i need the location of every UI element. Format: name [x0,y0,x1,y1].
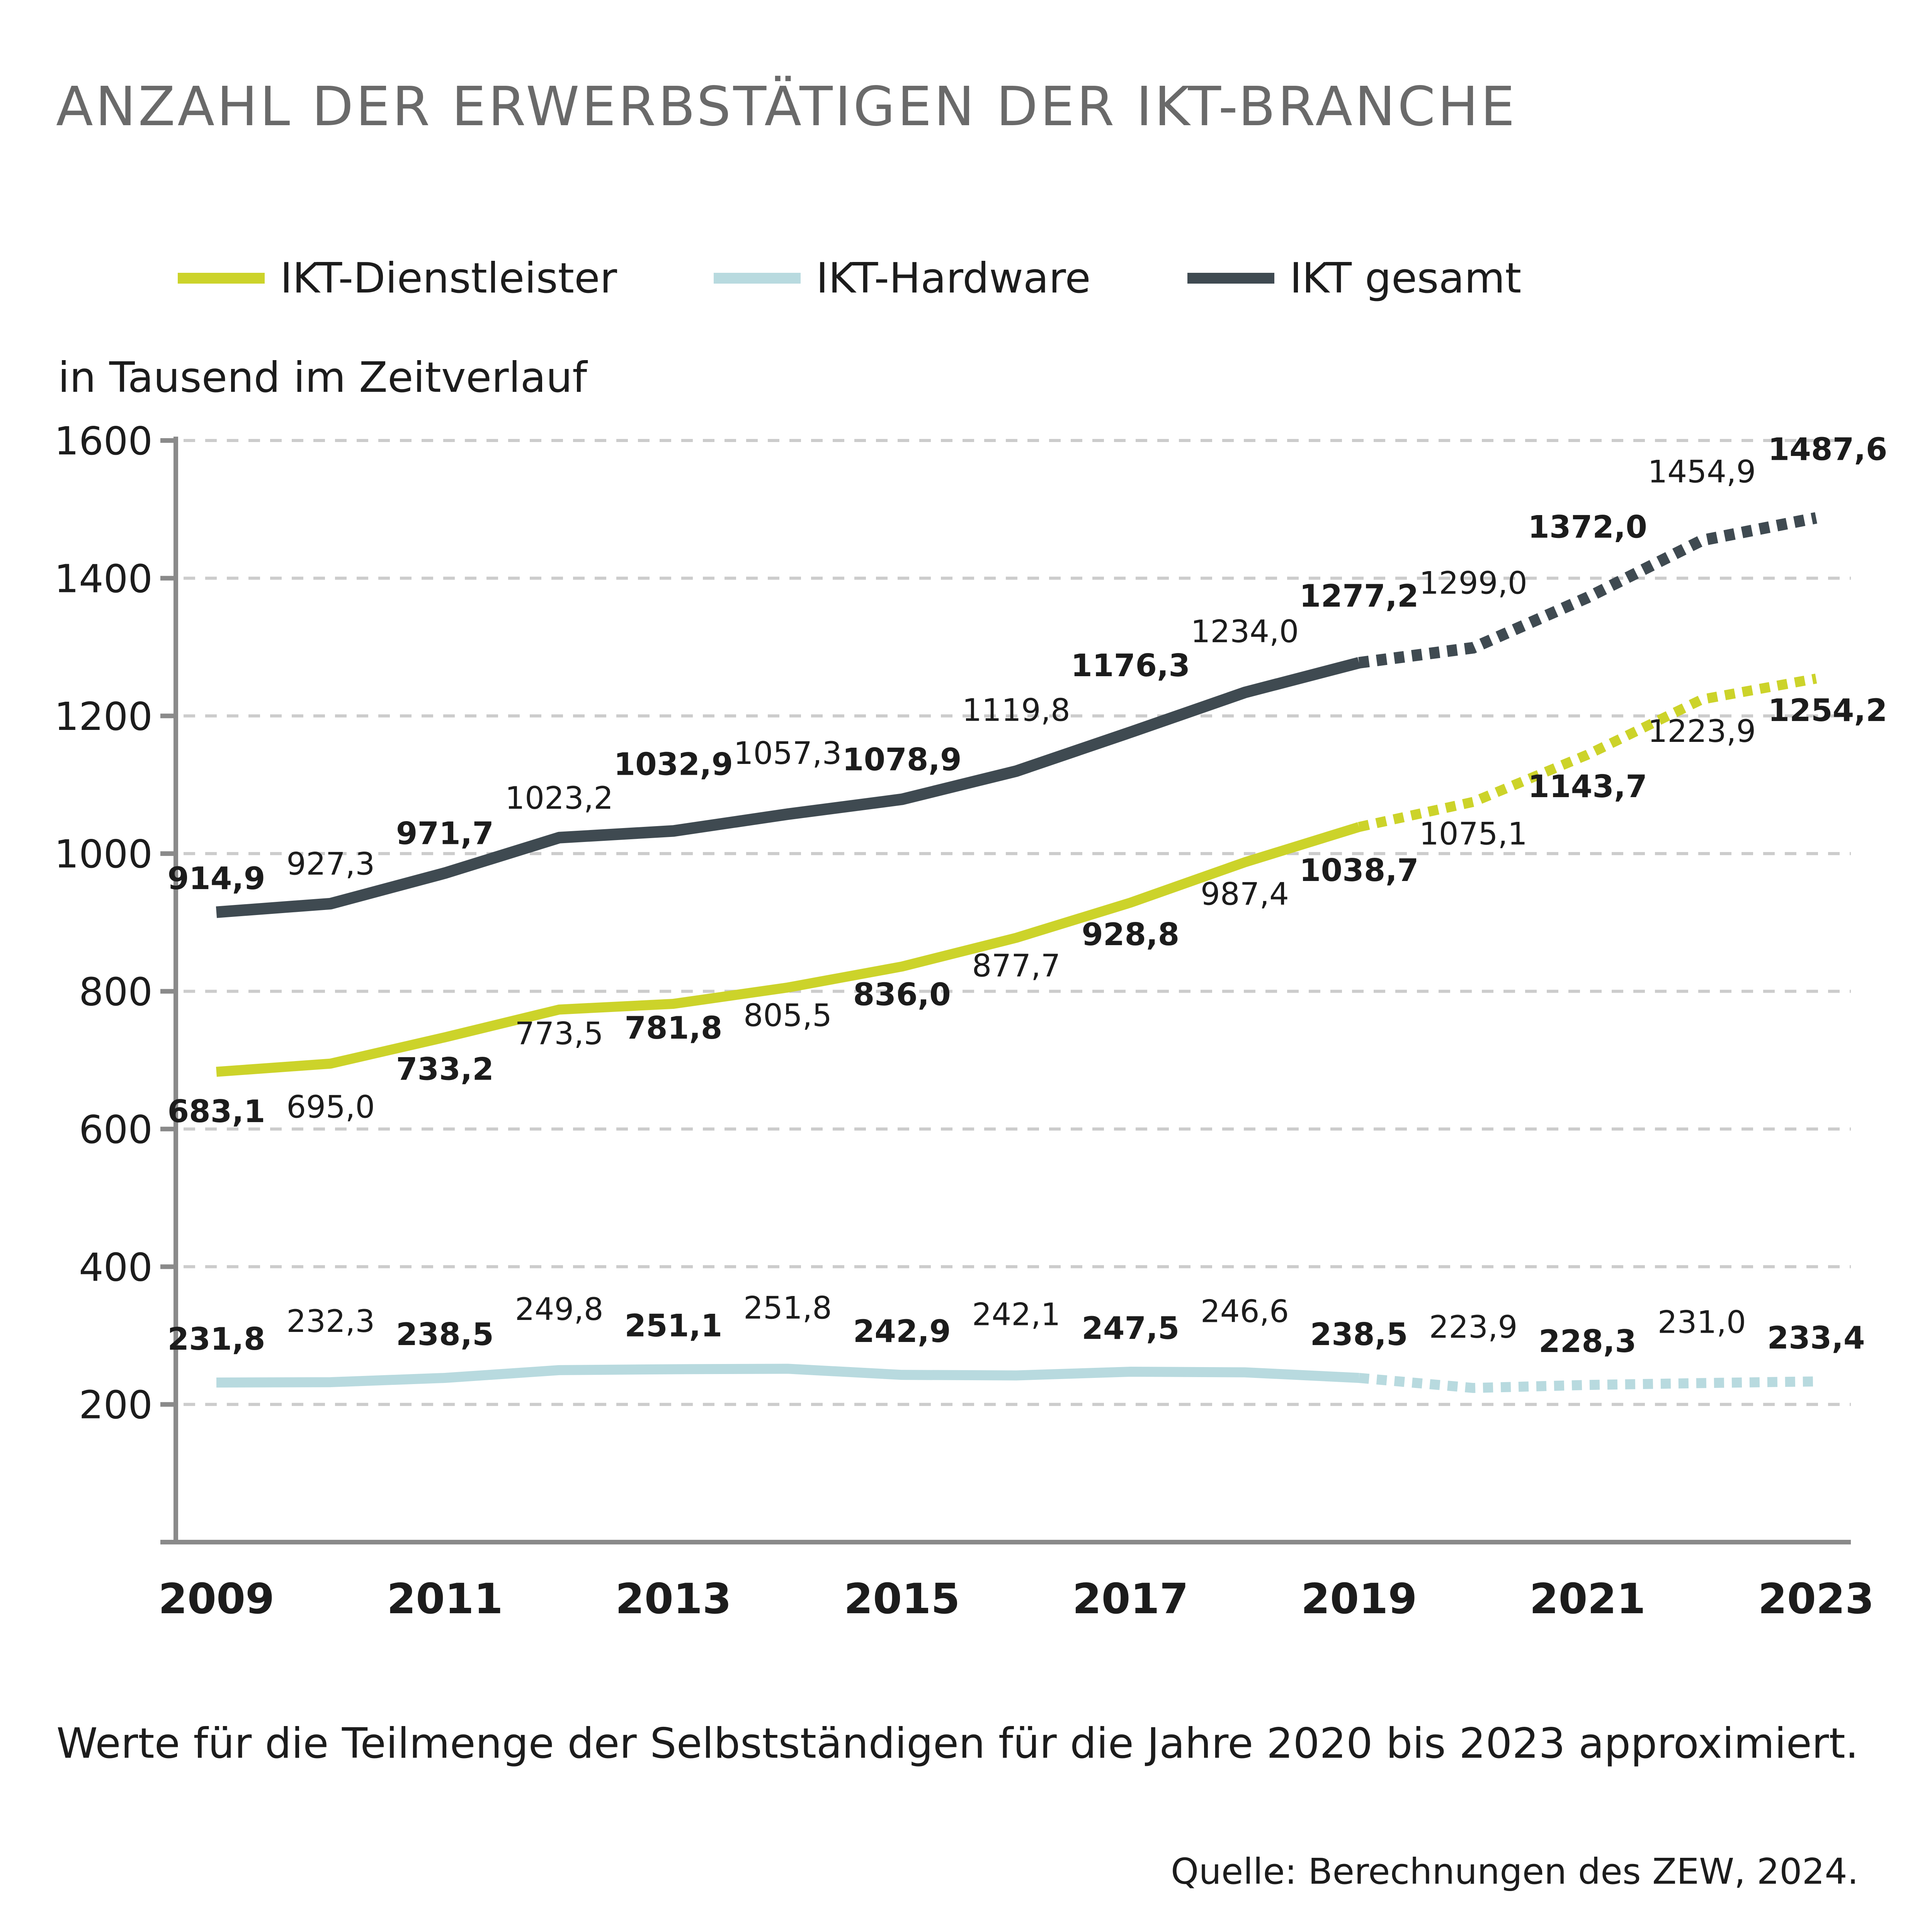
data-label: 781,8 [624,1010,722,1046]
chart-subtitle: in Tausend im Zeitverlauf [58,354,587,402]
y-tick-label: 1000 [54,832,153,877]
data-label: 1223,9 [1648,713,1756,749]
legend-label-dienstleister: IKT-Dienstleister [280,254,617,303]
data-label: 1234,0 [1190,614,1299,650]
y-tick-label: 200 [79,1383,153,1428]
legend-item-dienstleister: IKT-Dienstleister [178,254,617,303]
series-line-2 [216,657,1361,918]
x-tick-label: 2017 [1072,1575,1189,1623]
axes: 200 400 600 800 1000 1200 1400 1600 2009 2011 2013… [54,418,1874,1623]
data-label: 238,5 [396,1316,494,1352]
data-label: 246,6 [1201,1294,1289,1330]
y-tick-label: 800 [79,969,153,1015]
data-label: 251,1 [624,1308,722,1344]
x-tick-label: 2013 [616,1575,732,1623]
legend-swatch-dienstleister [178,273,265,284]
data-label: 773,5 [515,1016,604,1052]
legend-item-hardware: IKT-Hardware [713,254,1091,303]
data-label: 971,7 [396,816,494,852]
data-label: 695,0 [286,1089,375,1125]
chart-title: ANZAHL DER ERWERBSTÄTIGEN DER IKT-BRANCH… [56,75,1517,138]
x-tick-label: 2009 [158,1575,275,1623]
data-label: 223,9 [1429,1309,1517,1345]
data-labels: 683,1 695,0 733,2 773,5 781,8 805,5 836,0 877,7… [167,431,1887,1359]
data-label: 1075,1 [1419,816,1527,852]
series-line-1 [216,1364,1359,1388]
data-label: 683,1 [167,1094,265,1129]
data-label: 242,1 [972,1297,1060,1333]
x-tick-label: 2023 [1758,1575,1874,1623]
data-label: 927,3 [286,846,375,882]
data-label: 1487,6 [1768,431,1888,467]
data-label: 1119,8 [962,692,1070,728]
data-label: 987,4 [1201,876,1289,912]
data-label: 242,9 [853,1313,951,1349]
gridlines [184,439,1851,1406]
data-label: 1032,9 [614,747,733,782]
y-tick-label: 1400 [54,556,153,601]
data-label: 1299,0 [1419,565,1527,601]
x-tick-label: 2015 [844,1575,960,1623]
data-label: 231,0 [1658,1304,1746,1340]
legend-swatch-hardware [713,273,801,284]
data-label: 238,5 [1310,1316,1408,1352]
legend-swatch-gesamt [1187,273,1274,284]
data-label: 247,5 [1082,1310,1179,1346]
x-tick-label: 2021 [1529,1575,1646,1623]
data-label: 1254,2 [1768,692,1888,728]
y-tick-label: 1600 [54,418,153,464]
legend: IKT-Dienstleister IKT-Hardware IKT gesam… [178,251,1618,305]
data-label: 836,0 [853,976,951,1012]
y-tick-label: 400 [79,1245,153,1290]
data-label: 1038,7 [1299,852,1419,888]
data-label: 733,2 [396,1051,494,1087]
data-label: 1277,2 [1299,578,1419,614]
data-label: 805,5 [743,998,832,1034]
series-line-projection-0 [1358,673,1817,832]
chart-source: Quelle: Berechnungen des ZEW, 2024. [1171,1851,1859,1892]
data-label: 914,9 [167,861,265,896]
data-label: 1057,3 [734,735,842,771]
data-label: 1143,7 [1528,769,1647,804]
data-label: 232,3 [286,1303,375,1339]
data-label: 1454,9 [1648,454,1756,490]
data-label: 1372,0 [1528,509,1647,545]
data-label: 228,3 [1539,1323,1636,1359]
data-label: 233,4 [1767,1320,1865,1356]
data-label: 928,8 [1082,917,1179,952]
series-line-projection-1 [1359,1373,1816,1393]
data-label: 877,7 [972,948,1060,984]
series-line-projection-2 [1358,512,1817,669]
legend-label-gesamt: IKT gesamt [1289,254,1522,303]
series-line-0 [216,822,1361,1077]
chart-note: Werte für die Teilmenge der Selbstständi… [56,1719,1859,1768]
data-label: 249,8 [515,1291,604,1327]
y-tick-label: 1200 [54,694,153,739]
y-tick-label: 600 [79,1107,153,1152]
x-tick-label: 2019 [1301,1575,1417,1623]
legend-label-hardware: IKT-Hardware [816,254,1091,303]
series-lines [216,512,1817,1393]
legend-item-gesamt: IKT gesamt [1187,254,1522,303]
data-label: 1023,2 [505,780,613,816]
data-label: 1176,3 [1071,648,1190,684]
data-label: 251,8 [743,1290,832,1326]
x-tick-label: 2011 [387,1575,503,1623]
data-label: 1078,9 [842,742,962,778]
data-label: 231,8 [167,1321,265,1357]
